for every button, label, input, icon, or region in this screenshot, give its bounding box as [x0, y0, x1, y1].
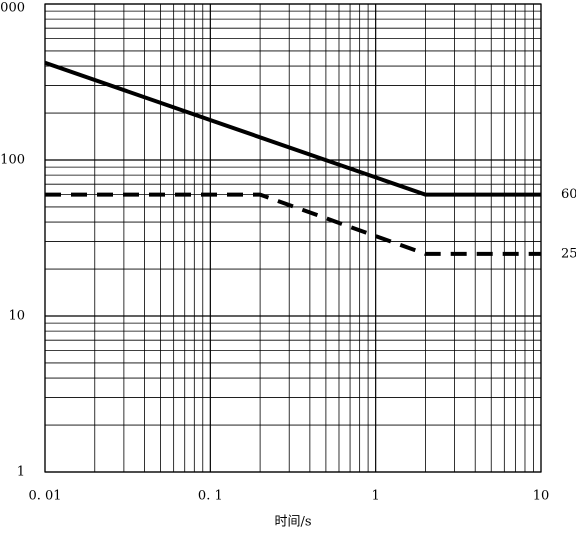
series-line: [45, 192, 541, 256]
x-tick-label: 1: [372, 489, 380, 504]
x-tick-label: 10: [533, 489, 550, 504]
y-tick-label: 10: [8, 309, 25, 324]
series-label: 60: [561, 187, 576, 202]
series-label: 25: [561, 246, 576, 261]
y-tick-label: 100: [0, 153, 25, 168]
plot-frame: [44, 3, 542, 473]
x-axis-label: 时间/s: [274, 515, 311, 530]
x-tick-label: 0. 1: [198, 489, 223, 504]
y-tick-label: 1: [17, 465, 25, 480]
x-tick-label: 0. 01: [28, 489, 61, 504]
series-line: [44, 60, 541, 197]
